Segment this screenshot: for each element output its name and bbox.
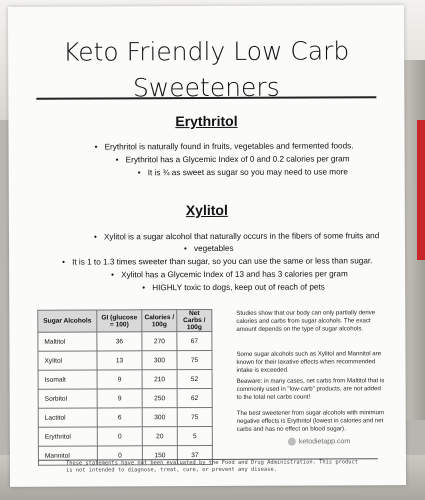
table-cell: 9 xyxy=(97,369,143,389)
table-header: Sugar Alcohols xyxy=(37,309,97,333)
table-cell: 62 xyxy=(177,388,213,408)
erythritol-bullet-3: It is ¾ as sweet as sugar so you may nee… xyxy=(148,166,348,179)
table-row: Isomalt 9 210 52 xyxy=(38,369,213,390)
xylitol-bullet-3: Xylitol has a Glycemic Index of 13 and h… xyxy=(121,268,348,281)
erythritol-heading: Erythritol xyxy=(175,112,238,130)
table-header: GI (glucose = 100) xyxy=(96,309,142,332)
logo-text: ketodietapp.com xyxy=(298,438,351,446)
table-cell: Xylitol xyxy=(37,350,98,371)
table-cell: Sorbitol xyxy=(38,388,98,409)
table-header: Net Carbs / 100g xyxy=(176,309,212,332)
sweetener-flyer: Keto Friendly Low Carb Sweeteners Erythr… xyxy=(7,5,407,487)
table-cell: 250 xyxy=(142,388,178,408)
fda-disclaimer: These statements have not been evaluated… xyxy=(65,459,359,474)
table-row: Maltitol 36 270 67 xyxy=(37,331,212,352)
red-shelf-strip xyxy=(417,120,425,260)
table-row: Lactitol 6 300 75 xyxy=(38,407,213,428)
table-cell: 5 xyxy=(177,426,213,446)
logo-icon xyxy=(287,437,296,446)
table-cell: 75 xyxy=(177,407,213,427)
side-note-2: Some sugar alcohols such as Xylitol and … xyxy=(236,350,382,374)
table-cell: 300 xyxy=(142,407,178,427)
xylitol-bullet-4: HIGHLY toxic to dogs, keep out of reach … xyxy=(152,281,325,294)
table-cell: 270 xyxy=(141,331,177,351)
erythritol-bullet-1: Erythritol is naturally found in fruits,… xyxy=(105,140,354,153)
table-row: Xylitol 13 300 75 xyxy=(37,350,213,371)
erythritol-bullet-2: Erythritol has a Glycemic Index of 0 and… xyxy=(126,153,350,166)
table-cell: Isomalt xyxy=(38,369,98,390)
table-row: Erythritol 0 20 5 xyxy=(38,426,213,447)
table-cell: 75 xyxy=(176,350,213,370)
xylitol-bullet-1-cont: vegetables xyxy=(194,243,234,255)
side-note-3: Beaware: in many cases, net carbs from M… xyxy=(236,377,385,401)
xylitol-heading: Xylitol xyxy=(185,201,228,219)
table-header-row: Sugar Alcohols GI (glucose = 100) Calori… xyxy=(37,309,212,333)
table-cell: 20 xyxy=(142,426,178,446)
table-header: Calories / 100g xyxy=(141,309,177,332)
table-cell: 36 xyxy=(96,331,142,351)
table-cell: 13 xyxy=(96,350,143,370)
title-line-2: Sweeteners xyxy=(132,72,280,103)
table-cell: 52 xyxy=(177,369,213,389)
side-note-4: The best sweetener from sugar alcohols w… xyxy=(236,409,385,433)
table-cell: 300 xyxy=(141,350,178,370)
table-cell: 0 xyxy=(97,426,143,446)
table-row: Sorbitol 9 250 62 xyxy=(38,388,213,409)
table-cell: 210 xyxy=(142,369,178,389)
table-cell: 67 xyxy=(176,331,212,351)
xylitol-bullet-1: Xylitol is a sugar alcohol that naturall… xyxy=(104,230,379,243)
side-note-1: Studies show that our body can only part… xyxy=(236,309,376,333)
table-cell: Erythritol xyxy=(38,426,98,447)
table-cell: Maltitol xyxy=(37,331,97,352)
table-cell: Lactitol xyxy=(38,407,98,428)
sugar-alcohol-table: Sugar Alcohols GI (glucose = 100) Calori… xyxy=(37,309,213,466)
table-cell: 6 xyxy=(97,407,143,427)
table-cell: 9 xyxy=(97,388,143,408)
brand-logo: ketodietapp.com xyxy=(287,437,351,446)
title-line-1: Keto Friendly Low Carb xyxy=(62,36,350,67)
xylitol-bullet-2: It is 1 to 1.3 times sweeter than sugar,… xyxy=(72,255,372,268)
